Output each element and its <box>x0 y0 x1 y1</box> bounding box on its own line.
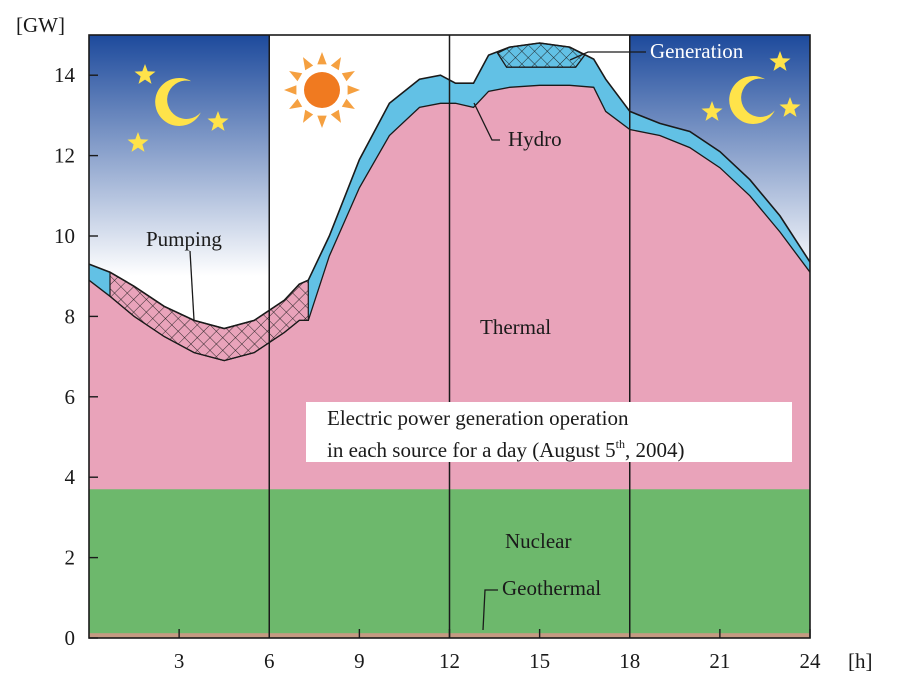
x-tick-label-12: 12 <box>439 649 460 673</box>
leader-geothermal <box>482 589 498 631</box>
leader-hydro <box>473 102 500 141</box>
leader-generation <box>569 51 646 61</box>
star-icon <box>779 97 801 117</box>
label-hydro: Hydro <box>508 127 562 151</box>
y-tick-label-4: 4 <box>65 465 76 489</box>
star-icon <box>207 111 229 131</box>
sun-ray <box>317 52 327 65</box>
sun-icon <box>284 52 360 128</box>
y-tick-label-12: 12 <box>54 144 75 168</box>
star-icon <box>701 101 723 121</box>
x-tick-label-15: 15 <box>529 649 550 673</box>
night-sky-1 <box>89 35 270 277</box>
star-icon <box>769 51 791 71</box>
sun-ray <box>284 85 297 95</box>
sun-ray <box>317 115 327 128</box>
moon-icon <box>729 75 775 124</box>
label-nuclear: Nuclear <box>505 529 571 553</box>
x-axis-unit: [h] <box>848 649 873 673</box>
x-tick-label-21: 21 <box>709 649 730 673</box>
sun-disc <box>304 72 340 108</box>
star-icon <box>134 64 156 84</box>
x-tick-label-6: 6 <box>264 649 275 673</box>
sun-ray <box>341 71 355 82</box>
title-line-1: Electric power generation operation <box>327 406 629 430</box>
leader-pumping <box>189 250 195 321</box>
x-tick-label-24: 24 <box>800 649 822 673</box>
title-box <box>306 402 792 462</box>
x-tick-label-18: 18 <box>619 649 640 673</box>
sun-ray <box>303 109 314 123</box>
y-tick-label-14: 14 <box>54 63 76 87</box>
y-tick-label-0: 0 <box>65 626 76 650</box>
sun-ray <box>347 85 360 95</box>
y-tick-label-10: 10 <box>54 224 75 248</box>
y-tick-label-8: 8 <box>65 304 76 328</box>
moon-icon <box>155 77 201 126</box>
x-tick-label-9: 9 <box>354 649 365 673</box>
y-tick-label-2: 2 <box>65 546 76 570</box>
generation-area <box>496 42 586 68</box>
sun-ray <box>330 109 341 123</box>
label-thermal: Thermal <box>480 315 551 339</box>
x-tick-label-3: 3 <box>174 649 185 673</box>
title-line-2: in each source for a day (August 5th, 20… <box>327 437 685 462</box>
y-axis-unit: [GW] <box>16 13 65 37</box>
sun-ray <box>289 71 303 82</box>
sun-ray <box>303 57 314 71</box>
thermal-outline <box>88 84 811 362</box>
sun-ray <box>289 98 303 109</box>
label-pumping: Pumping <box>146 227 222 251</box>
label-geothermal: Geothermal <box>502 576 601 600</box>
sun-ray <box>341 98 355 109</box>
label-generation: Generation <box>650 39 744 63</box>
y-tick-label-6: 6 <box>65 385 76 409</box>
star-icon <box>127 132 149 152</box>
hydro-outline <box>88 42 811 330</box>
sun-ray <box>330 57 341 71</box>
